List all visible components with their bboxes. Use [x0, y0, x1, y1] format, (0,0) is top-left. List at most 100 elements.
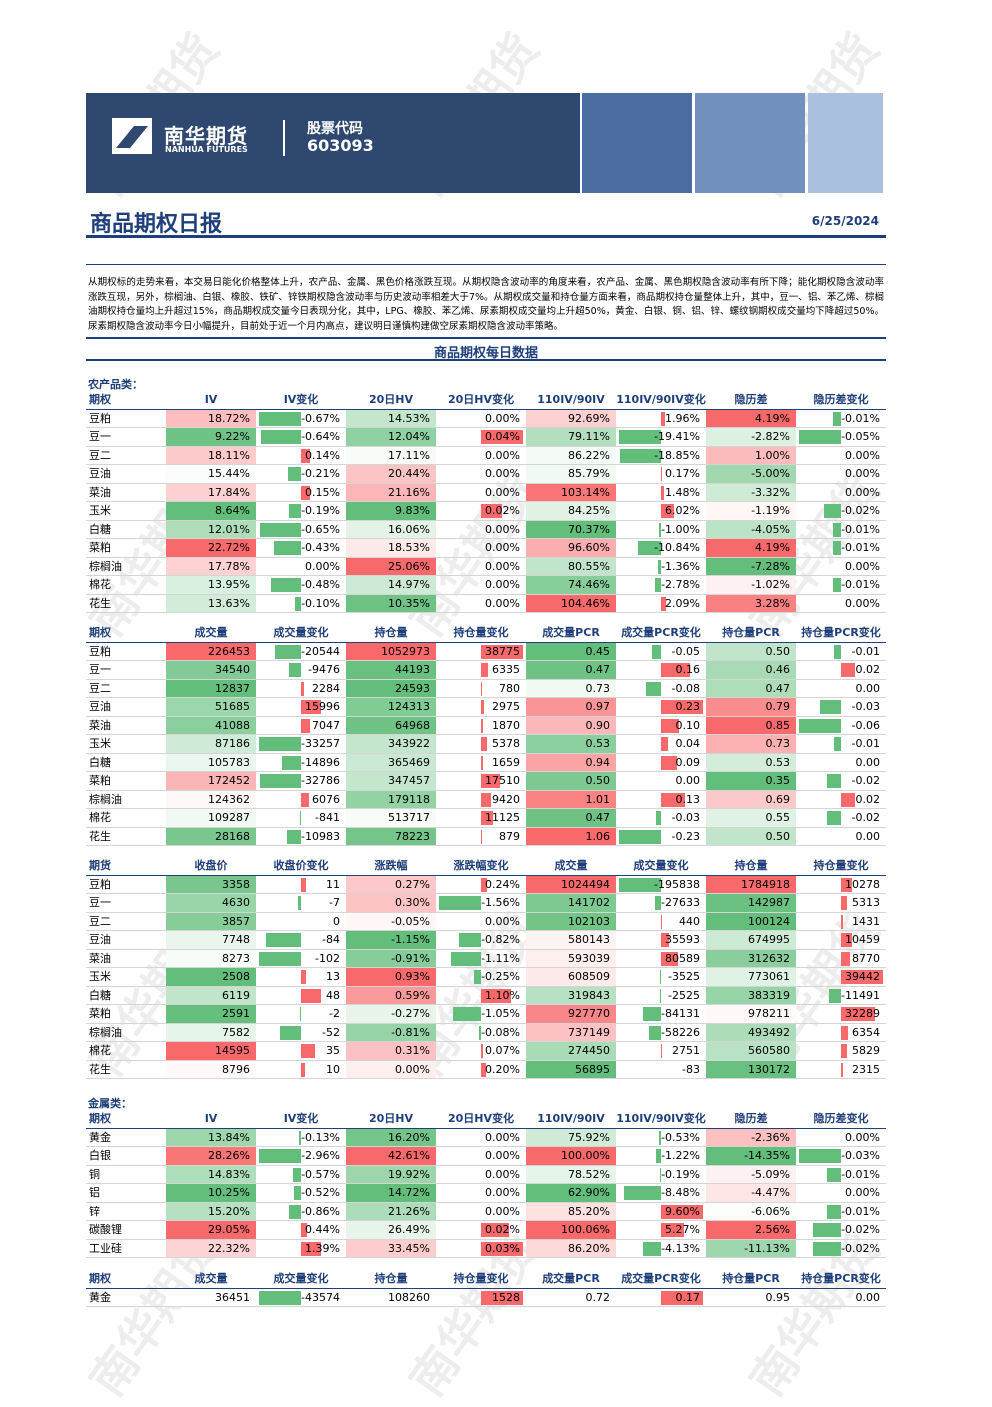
row-name: 白银 [86, 1147, 166, 1165]
data-cell: 0.44% [256, 1221, 346, 1239]
data-cell: -11.13% [706, 1240, 796, 1258]
column-header-text: 20日HV变化 [448, 393, 514, 406]
cell-value: 28168 [215, 830, 250, 843]
data-cell: 92.69% [526, 410, 616, 428]
data-cell: 879 [436, 828, 526, 846]
row-name-text: 豆一 [89, 430, 111, 443]
column-header: 期权 [86, 391, 166, 409]
cell-value: 580143 [568, 933, 610, 946]
data-bar [799, 1149, 841, 1163]
cell-value: 0.04% [485, 430, 520, 443]
cell-value: 86.22% [568, 449, 610, 462]
cell-value: 0.69 [766, 793, 791, 806]
cell-value: 0.00% [485, 1131, 520, 1144]
cell-value: 103.14% [561, 486, 610, 499]
column-header-text: 持仓量 [735, 859, 768, 872]
column-header: 期权 [86, 624, 166, 642]
data-cell: 24593 [346, 680, 436, 698]
column-header-text: 持仓量 [375, 626, 408, 639]
cell-value: 737149 [568, 1026, 610, 1039]
data-cell: -841 [256, 809, 346, 827]
cell-value: 0.50 [766, 830, 791, 843]
cell-value: 0.47 [586, 811, 611, 824]
data-bar [294, 1186, 301, 1200]
data-cell: 0.73 [706, 735, 796, 753]
rule [86, 264, 886, 265]
row-name: 棕榈油 [86, 1024, 166, 1042]
data-cell: 1052973 [346, 643, 436, 661]
cell-value: -0.02% [841, 504, 880, 517]
data-bar [813, 1223, 841, 1237]
data-cell: -0.01% [796, 410, 886, 428]
data-cell: 0.53 [706, 754, 796, 772]
data-cell: 18.53% [346, 539, 436, 557]
column-header: 持仓量PCR变化 [796, 624, 886, 642]
data-cell: -84 [256, 931, 346, 949]
data-cell: 39442 [796, 968, 886, 986]
cell-value: 2.56% [755, 1223, 790, 1236]
data-bar [833, 412, 841, 426]
data-bar [266, 933, 301, 947]
cell-value: -33257 [301, 737, 340, 750]
data-cell: 35 [256, 1042, 346, 1060]
cell-value: 104.46% [561, 597, 610, 610]
data-cell: -3.32% [706, 484, 796, 502]
data-bar [619, 830, 661, 844]
data-cell: 0.00% [796, 558, 886, 576]
row-name: 豆油 [86, 931, 166, 949]
data-cell: 0.00% [436, 484, 526, 502]
cell-value: 978211 [748, 1007, 790, 1020]
cell-value: -0.19% [661, 1168, 700, 1181]
cell-value: 15.44% [208, 467, 250, 480]
data-cell: 0.47 [526, 809, 616, 827]
data-bar [834, 645, 841, 659]
data-bar [643, 1007, 661, 1021]
data-cell: 8.64% [166, 502, 256, 520]
data-cell: -2.82% [706, 428, 796, 446]
data-cell: 0.35 [706, 772, 796, 790]
data-bar [293, 1168, 301, 1182]
cell-value: 87186 [215, 737, 250, 750]
cell-value: -0.01% [841, 1168, 880, 1181]
data-cell: 1.01 [526, 791, 616, 809]
data-bar [301, 793, 309, 807]
data-cell: 580143 [526, 931, 616, 949]
data-cell: -3525 [616, 968, 706, 986]
row-name-text: 白糖 [89, 756, 111, 769]
column-header: 20日HV变化 [436, 1110, 526, 1128]
data-cell: -195838 [616, 876, 706, 894]
cell-value: -0.01 [852, 645, 880, 658]
rule [86, 235, 886, 238]
cell-value: 141702 [568, 896, 610, 909]
cell-value: 1431 [852, 915, 880, 928]
cell-value: 17.84% [208, 486, 250, 499]
column-header-text: 持仓量 [375, 1272, 408, 1285]
column-header: 110IV/90IV [526, 391, 616, 409]
column-header: 110IV/90IV变化 [616, 391, 706, 409]
cell-value: 0.23 [676, 700, 701, 713]
cell-value: 0.20% [485, 1063, 520, 1076]
cell-value: 0.24% [485, 878, 520, 891]
cell-value: 8.64% [215, 504, 250, 517]
cell-value: -52 [322, 1026, 340, 1039]
cell-value: 108260 [388, 1291, 430, 1304]
data-bar [301, 1063, 305, 1077]
column-header: 成交量PCR变化 [616, 1270, 706, 1288]
cell-value: 2508 [222, 970, 250, 983]
column-header: 持仓量变化 [436, 1270, 526, 1288]
data-cell: 13.95% [166, 576, 256, 594]
data-cell: 0.97 [526, 698, 616, 716]
rule [86, 337, 886, 339]
cell-value: -2.36% [751, 1131, 790, 1144]
cell-value: 6335 [492, 663, 520, 676]
data-cell: -102 [256, 950, 346, 968]
cell-value: -11491 [841, 989, 880, 1002]
cell-value: -0.10% [301, 597, 340, 610]
row-name-text: 白糖 [89, 989, 111, 1002]
cell-value: 365469 [388, 756, 430, 769]
data-cell: 347457 [346, 772, 436, 790]
data-cell: 1.96% [616, 410, 706, 428]
